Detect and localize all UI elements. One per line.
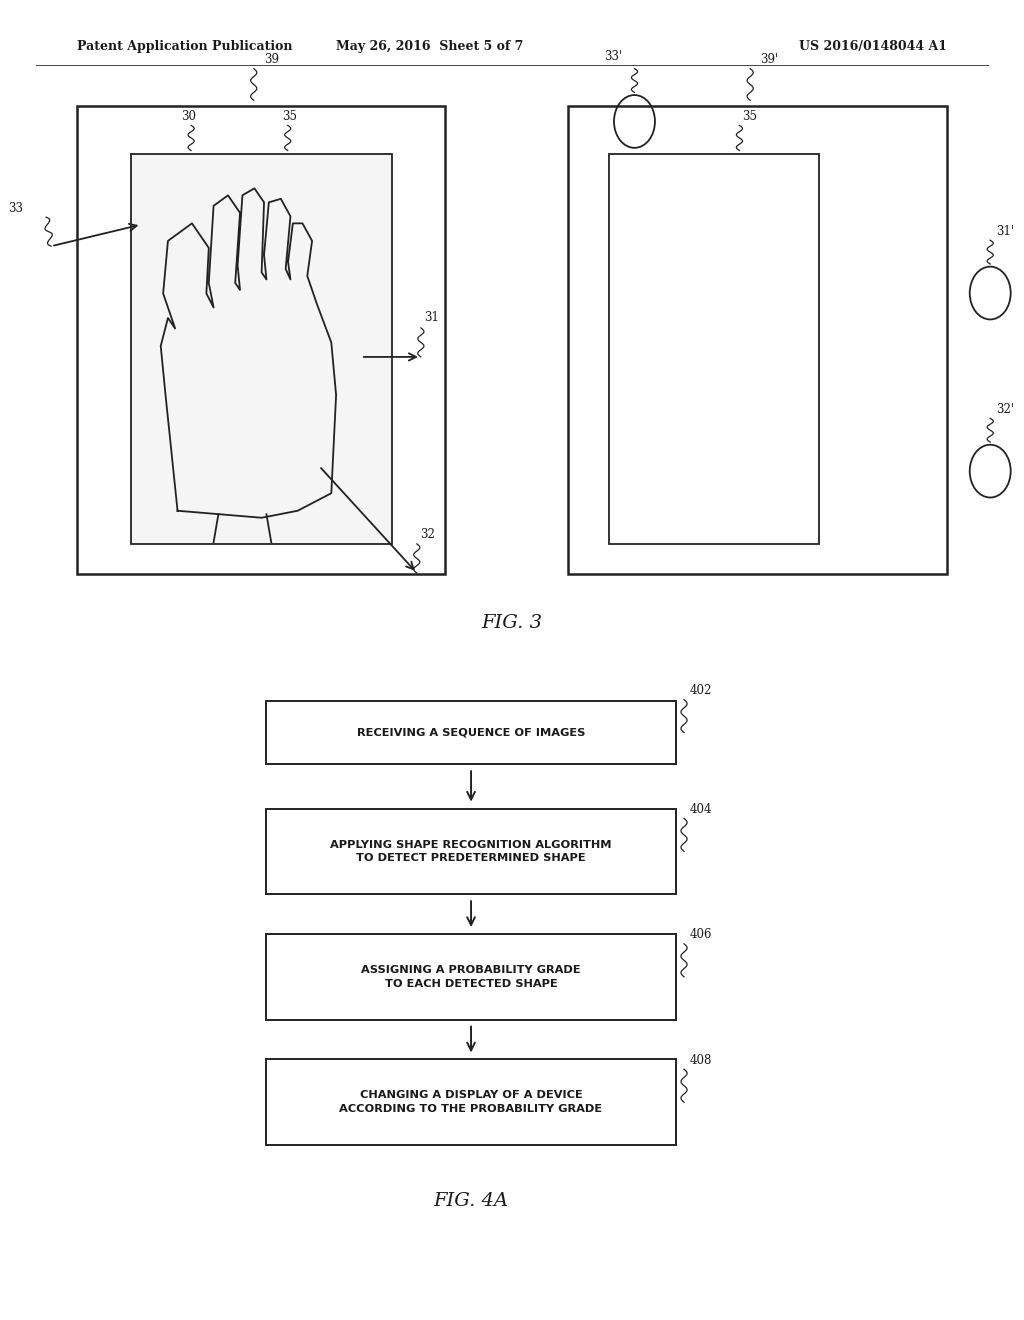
Text: 35: 35 (283, 110, 297, 123)
Text: 33': 33' (604, 50, 623, 63)
Text: APPLYING SHAPE RECOGNITION ALGORITHM
TO DETECT PREDETERMINED SHAPE: APPLYING SHAPE RECOGNITION ALGORITHM TO … (331, 840, 611, 863)
FancyBboxPatch shape (131, 154, 392, 544)
FancyBboxPatch shape (266, 935, 676, 1019)
Text: 33: 33 (8, 202, 24, 215)
Text: 31: 31 (424, 312, 439, 323)
FancyBboxPatch shape (609, 154, 819, 544)
Text: 39: 39 (264, 53, 279, 66)
Text: 402: 402 (689, 684, 712, 697)
FancyBboxPatch shape (266, 1059, 676, 1144)
Text: 30: 30 (181, 110, 197, 123)
Text: ASSIGNING A PROBABILITY GRADE
TO EACH DETECTED SHAPE: ASSIGNING A PROBABILITY GRADE TO EACH DE… (361, 965, 581, 989)
Text: 35: 35 (742, 110, 758, 123)
FancyBboxPatch shape (77, 106, 445, 574)
Text: CHANGING A DISPLAY OF A DEVICE
ACCORDING TO THE PROBABILITY GRADE: CHANGING A DISPLAY OF A DEVICE ACCORDING… (340, 1090, 602, 1114)
Text: Patent Application Publication: Patent Application Publication (77, 40, 292, 53)
Text: US 2016/0148044 A1: US 2016/0148044 A1 (799, 40, 947, 53)
FancyBboxPatch shape (266, 701, 676, 764)
Text: 31': 31' (996, 224, 1015, 238)
Text: FIG. 4A: FIG. 4A (433, 1192, 509, 1210)
Text: 408: 408 (689, 1053, 712, 1067)
Text: FIG. 3: FIG. 3 (481, 614, 543, 632)
Text: 404: 404 (689, 803, 712, 816)
FancyBboxPatch shape (568, 106, 947, 574)
Text: 32: 32 (420, 528, 435, 541)
Text: RECEIVING A SEQUENCE OF IMAGES: RECEIVING A SEQUENCE OF IMAGES (356, 727, 586, 738)
Text: 39': 39' (761, 53, 778, 66)
Text: 406: 406 (689, 928, 712, 941)
Text: 32': 32' (996, 403, 1015, 416)
FancyBboxPatch shape (266, 808, 676, 895)
Text: May 26, 2016  Sheet 5 of 7: May 26, 2016 Sheet 5 of 7 (337, 40, 523, 53)
